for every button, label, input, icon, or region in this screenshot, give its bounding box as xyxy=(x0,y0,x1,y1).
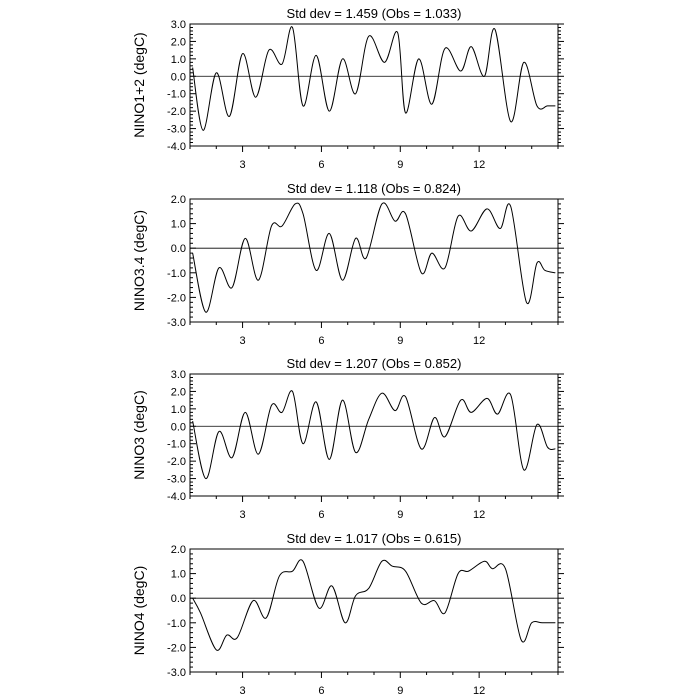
x-tick-label: 12 xyxy=(473,335,485,347)
y-tick-label: 1.0 xyxy=(171,404,186,416)
y-tick-label: 2.0 xyxy=(171,36,186,48)
x-tick-label: 6 xyxy=(318,509,324,521)
y-tick-label: -1.0 xyxy=(167,268,186,280)
y-tick-label: -2.0 xyxy=(167,292,186,304)
series-line xyxy=(192,390,556,480)
series-line xyxy=(192,559,556,651)
y-tick-label: -4.0 xyxy=(167,491,186,503)
series-line xyxy=(192,202,556,313)
x-tick-label: 3 xyxy=(240,335,246,347)
panel-title: Std dev = 1.118 (Obs = 0.824) xyxy=(287,181,461,196)
x-tick-label: 9 xyxy=(397,335,403,347)
panel-title: Std dev = 1.017 (Obs = 0.615) xyxy=(287,531,462,546)
y-tick-label: -2.0 xyxy=(167,456,186,468)
x-tick-label: 3 xyxy=(240,685,246,697)
x-tick-label: 6 xyxy=(318,159,324,171)
y-tick-label: -3.0 xyxy=(167,317,186,329)
x-tick-label: 6 xyxy=(318,335,324,347)
panel-2: Std dev = 1.118 (Obs = 0.824) NINO3.4 (de… xyxy=(131,181,564,347)
y-tick-label: -1.0 xyxy=(167,89,186,101)
y-tick-label: -3.0 xyxy=(167,474,186,486)
x-tick-label: 3 xyxy=(240,159,246,171)
y-tick-label: -2.0 xyxy=(167,642,186,654)
y-tick-label: 0.0 xyxy=(171,71,186,83)
y-tick-label: 3.0 xyxy=(171,19,186,31)
panel-4: Std dev = 1.017 (Obs = 0.615) NINO4 (degC… xyxy=(131,531,564,697)
y-tick-label: 0.0 xyxy=(171,243,186,255)
panel-title: Std dev = 1.459 (Obs = 1.033) xyxy=(287,6,462,21)
y-tick-label: -4.0 xyxy=(167,141,186,153)
x-tick-label: 9 xyxy=(397,685,403,697)
y-tick-label: -1.0 xyxy=(167,439,186,451)
y-axis-label: NINO1+2 (degC) xyxy=(131,32,147,137)
x-tick-label: 9 xyxy=(397,509,403,521)
y-tick-label: 0.0 xyxy=(171,421,186,433)
plot-frame xyxy=(189,373,559,497)
y-axis-label: NINO3.4 (degC) xyxy=(131,210,147,311)
series-line xyxy=(192,26,556,131)
panel-title: Std dev = 1.207 (Obs = 0.852) xyxy=(287,356,462,371)
y-tick-label: -3.0 xyxy=(167,124,186,136)
y-tick-label: 1.0 xyxy=(171,569,186,581)
y-tick-label: 2.0 xyxy=(171,544,186,556)
x-tick-label: 6 xyxy=(318,685,324,697)
panel-1: Std dev = 1.459 (Obs = 1.033) NINO1+2 (de… xyxy=(131,6,564,171)
x-tick-label: 12 xyxy=(473,159,485,171)
plot-frame xyxy=(189,548,559,673)
y-tick-label: 1.0 xyxy=(171,54,186,66)
y-tick-label: 0.0 xyxy=(171,593,186,605)
y-tick-label: -3.0 xyxy=(167,667,186,679)
y-tick-label: 2.0 xyxy=(171,386,186,398)
y-tick-label: -1.0 xyxy=(167,618,186,630)
y-axis-label: NINO4 (degC) xyxy=(131,566,147,655)
y-tick-label: 1.0 xyxy=(171,219,186,231)
x-tick-label: 9 xyxy=(397,159,403,171)
y-tick-label: 3.0 xyxy=(171,369,186,381)
x-tick-label: 3 xyxy=(240,509,246,521)
y-axis-label: NINO3 (degC) xyxy=(131,390,147,479)
y-tick-label: 2.0 xyxy=(171,194,186,206)
y-tick-label: -2.0 xyxy=(167,106,186,118)
x-tick-label: 12 xyxy=(473,685,485,697)
plot-frame xyxy=(189,198,559,323)
x-tick-label: 12 xyxy=(473,509,485,521)
panel-3: Std dev = 1.207 (Obs = 0.852) NINO3 (degC… xyxy=(131,356,564,521)
